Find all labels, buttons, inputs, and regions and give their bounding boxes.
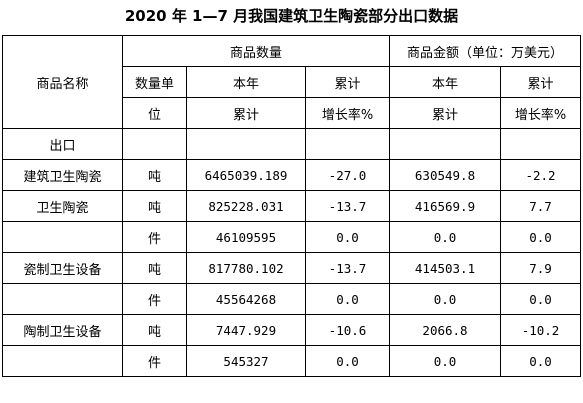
empty-cell: [305, 128, 390, 160]
header-amt-growth-line1: 累计: [499, 66, 582, 98]
row-quantity-growth: 0.0: [305, 221, 390, 253]
row-amount-growth: -10.2: [499, 314, 582, 346]
header-row-group: 商品名称 商品数量 商品金额（单位：万美元）: [2, 35, 582, 129]
section-row-export: 出口: [2, 128, 582, 160]
row-amount: 630549.8: [389, 159, 501, 191]
empty-cell: [499, 128, 582, 160]
header-qty-ytd-line1: 本年: [186, 66, 306, 98]
table-row: 瓷制卫生设备 吨 817780.102 -13.7 414503.1 7.9: [2, 252, 582, 284]
row-amount-growth: -2.2: [499, 159, 582, 191]
table-row: 件 45564268 0.0 0.0 0.0: [2, 283, 582, 315]
header-unit-line1: 数量单: [122, 66, 187, 98]
row-amount: 0.0: [389, 345, 501, 377]
row-amount: 0.0: [389, 283, 501, 315]
row-unit: 件: [122, 283, 187, 315]
row-product-name: [2, 283, 123, 315]
header-qty-ytd-line2: 累计: [186, 97, 306, 129]
header-unit-line2: 位: [122, 97, 187, 129]
row-product-name: 陶制卫生设备: [2, 314, 123, 346]
row-amount-growth: 7.9: [499, 252, 582, 284]
row-amount: 0.0: [389, 221, 501, 253]
row-amount-growth: 0.0: [499, 283, 582, 315]
table-row: 卫生陶瓷 吨 825228.031 -13.7 416569.9 7.7: [2, 190, 582, 222]
empty-cell: [389, 128, 501, 160]
row-unit: 件: [122, 345, 187, 377]
row-quantity: 45564268: [186, 283, 306, 315]
header-quantity-group: 商品数量: [122, 35, 390, 67]
row-unit: 吨: [122, 159, 187, 191]
table-row: 件 545327 0.0 0.0 0.0: [2, 345, 582, 377]
header-amount-group: 商品金额（单位：万美元）: [388, 35, 582, 67]
row-quantity: 6465039.189: [186, 159, 306, 191]
row-quantity: 817780.102: [186, 252, 306, 284]
document-title: 2020 年 1—7 月我国建筑卫生陶瓷部分出口数据: [124, 7, 459, 25]
row-quantity-growth: -10.6: [305, 314, 390, 346]
row-product-name: [2, 345, 123, 377]
row-quantity-growth: 0.0: [305, 345, 390, 377]
empty-cell: [122, 128, 187, 160]
row-unit: 吨: [122, 314, 187, 346]
row-quantity: 7447.929: [186, 314, 306, 346]
row-quantity-growth: 0.0: [305, 283, 390, 315]
row-quantity-growth: -13.7: [305, 252, 390, 284]
header-qty-growth-line2: 增长率%: [305, 97, 390, 129]
row-amount-growth: 0.0: [499, 221, 582, 253]
row-amount: 2066.8: [389, 314, 501, 346]
empty-cell: [186, 128, 306, 160]
header-row-sub-1: 数量单 本年 累计 本年 累计: [3, 66, 582, 98]
header-product-name: 商品名称: [2, 35, 123, 129]
header-amt-growth-line2: 增长率%: [499, 97, 582, 129]
row-unit: 吨: [122, 190, 187, 222]
header-amt-ytd-line1: 本年: [389, 66, 501, 98]
table-row: 陶制卫生设备 吨 7447.929 -10.6 2066.8 -10.2: [2, 314, 582, 346]
row-quantity: 46109595: [186, 221, 306, 253]
row-quantity: 825228.031: [186, 190, 306, 222]
row-product-name: [2, 221, 123, 253]
row-quantity: 545327: [186, 345, 306, 377]
row-amount-growth: 7.7: [499, 190, 582, 222]
row-unit: 件: [122, 221, 187, 253]
header-qty-growth-line1: 累计: [305, 66, 390, 98]
header-amt-ytd-line2: 累计: [389, 97, 501, 129]
table-row: 建筑卫生陶瓷 吨 6465039.189 -27.0 630549.8 -2.2: [2, 159, 582, 191]
row-quantity-growth: -27.0: [305, 159, 390, 191]
header-row-sub-2: 位 累计 增长率% 累计 增长率%: [3, 97, 582, 129]
row-amount: 416569.9: [389, 190, 501, 222]
row-quantity-growth: -13.7: [305, 190, 390, 222]
row-amount: 414503.1: [389, 252, 501, 284]
row-product-name: 瓷制卫生设备: [2, 252, 123, 284]
row-product-name: 卫生陶瓷: [2, 190, 123, 222]
export-data-table: 商品名称 商品数量 商品金额（单位：万美元） 数量单 本年 累计 本年 累计 位…: [2, 35, 582, 377]
row-unit: 吨: [122, 252, 187, 284]
row-product-name: 建筑卫生陶瓷: [2, 159, 123, 191]
table-row: 件 46109595 0.0 0.0 0.0: [2, 221, 582, 253]
section-label: 出口: [2, 128, 123, 160]
row-amount-growth: 0.0: [499, 345, 582, 377]
